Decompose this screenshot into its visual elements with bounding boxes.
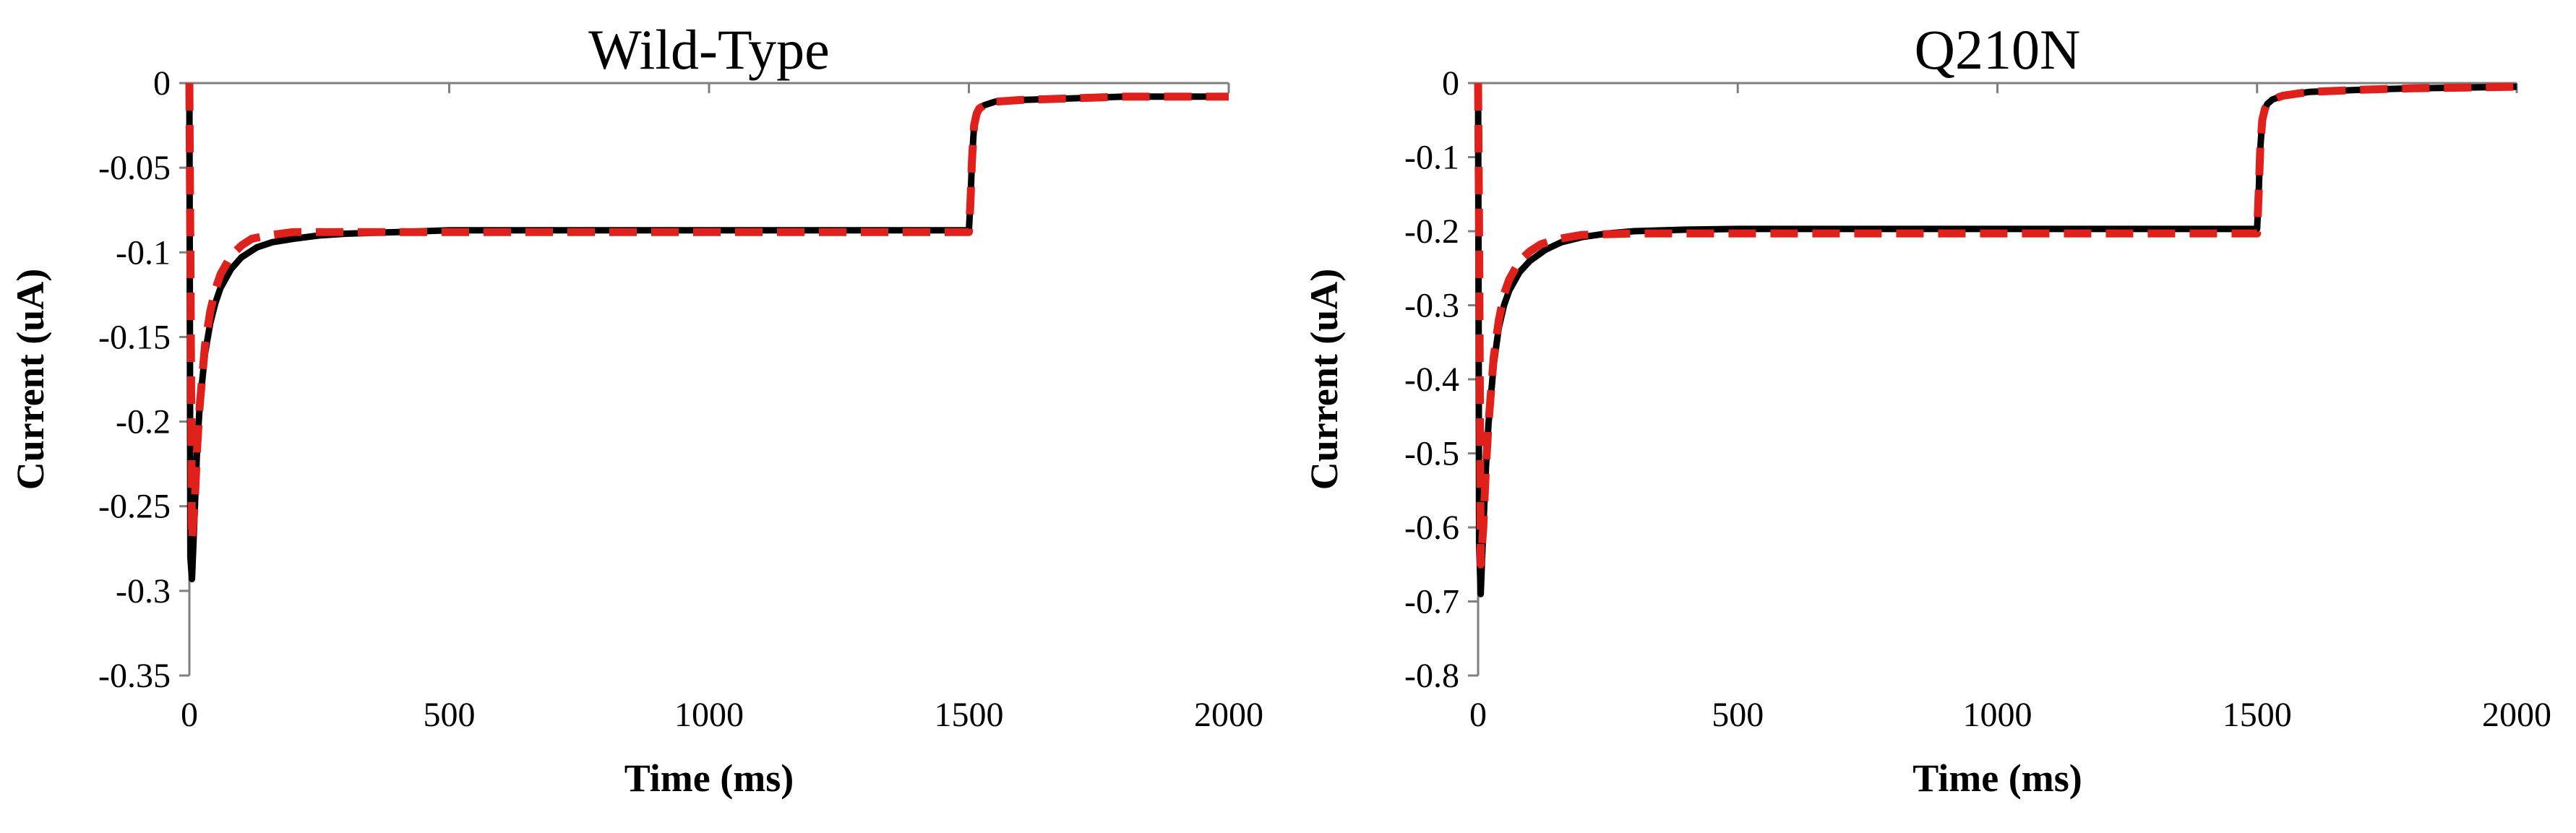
- x-tick-label: 2000: [1194, 696, 1263, 734]
- y-tick-label: -0.3: [116, 572, 171, 610]
- measured-series-line: [186, 82, 1229, 582]
- x-tick-label: 1000: [1963, 696, 2032, 734]
- y-tick-label: 0: [153, 64, 171, 103]
- x-tick-label: 0: [1469, 696, 1487, 734]
- x-tick-label: 500: [424, 696, 476, 734]
- y-axis-label: Current (uA): [1302, 269, 1346, 490]
- y-tick-label: 0: [1442, 64, 1459, 103]
- x-tick-label: 1500: [935, 696, 1004, 734]
- x-axis-label: Time (ms): [624, 756, 794, 800]
- chart-wild-type: Wild-Type 0 -0.05 -0.1 -0.15 -0.2 -0.25 -0.3 -0.…: [9, 18, 1263, 800]
- y-tick-label: -0.6: [1404, 509, 1459, 547]
- y-tick-label: -0.3: [1404, 287, 1459, 325]
- fit-series-line: [185, 82, 1229, 545]
- x-tick-label: 500: [1712, 696, 1764, 734]
- chart-title: Q210N: [1915, 18, 2081, 81]
- x-tick-label: 0: [181, 696, 198, 734]
- y-tick-label: -0.35: [98, 657, 171, 695]
- x-tick-label: 1000: [674, 696, 744, 734]
- y-tick-label: -0.2: [116, 403, 171, 441]
- x-tick-label: 2000: [2482, 696, 2551, 734]
- y-tick-label: -0.15: [98, 318, 171, 356]
- fit-series-line: [1474, 82, 2517, 569]
- y-tick-label: -0.25: [98, 488, 171, 526]
- y-tick-label: -0.5: [1404, 435, 1459, 473]
- x-tick-label: 1500: [2223, 696, 2292, 734]
- x-axis-label: Time (ms): [1912, 756, 2082, 800]
- y-tick-label: -0.8: [1404, 657, 1459, 695]
- measured-series-line: [1474, 82, 2517, 597]
- y-tick-label: -0.4: [1404, 361, 1459, 399]
- chart-title: Wild-Type: [588, 18, 830, 81]
- y-axis-label: Current (uA): [9, 269, 52, 490]
- y-tick-label: -0.1: [1404, 139, 1459, 177]
- y-tick-label: -0.05: [98, 149, 171, 187]
- chart-q210n: Q210N 0 -0.1 -0.2 -0.3 -0.4 -0.5 -0.6 -0.7 -0.8 0 5…: [1302, 18, 2551, 800]
- y-tick-label: -0.1: [116, 233, 171, 272]
- y-tick-label: -0.7: [1404, 583, 1459, 621]
- y-tick-label: -0.2: [1404, 212, 1459, 251]
